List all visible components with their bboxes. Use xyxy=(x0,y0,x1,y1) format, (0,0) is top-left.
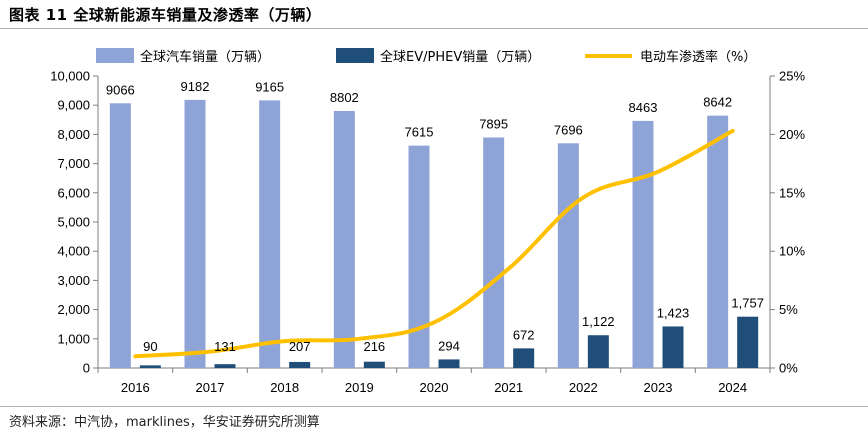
x-tick-label: 2023 xyxy=(644,380,673,395)
left-tick-label: 10,000 xyxy=(50,69,90,84)
ev-sales-label: 1,423 xyxy=(657,305,690,320)
right-tick-label: 20% xyxy=(779,127,805,142)
x-tick-label: 2022 xyxy=(569,380,598,395)
ev-sales-bar xyxy=(737,316,759,368)
ev-sales-label: 207 xyxy=(289,339,311,354)
left-tick-label: 4,000 xyxy=(57,244,90,259)
right-tick-label: 15% xyxy=(779,185,805,200)
total-sales-bar xyxy=(707,115,729,369)
left-tick-label: 1,000 xyxy=(57,331,90,346)
top-rule xyxy=(0,28,868,29)
x-tick-label: 2018 xyxy=(270,380,299,395)
x-tick-label: 2020 xyxy=(420,380,449,395)
ev-sales-label: 216 xyxy=(363,339,385,354)
total-sales-label: 8642 xyxy=(703,95,732,110)
left-tick-label: 8,000 xyxy=(57,127,90,142)
total-sales-label: 7696 xyxy=(554,122,583,137)
ev-sales-bars xyxy=(139,316,759,368)
left-tick-label: 9,000 xyxy=(57,98,90,113)
ev-sales-label: 131 xyxy=(214,339,236,354)
total-sales-bar xyxy=(408,145,430,368)
ev-sales-label: 90 xyxy=(143,339,157,354)
total-sales-label: 8802 xyxy=(330,90,359,105)
left-tick-label: 2,000 xyxy=(57,302,90,317)
total-sales-bars xyxy=(109,99,729,369)
total-sales-label: 9165 xyxy=(255,79,284,94)
total-sales-bar xyxy=(632,120,654,368)
total-sales-bar xyxy=(483,137,505,368)
total-sales-label: 9066 xyxy=(106,82,135,97)
ev-sales-bar xyxy=(587,335,609,368)
ev-sales-label: 294 xyxy=(438,338,460,353)
ev-sales-bar xyxy=(662,326,684,368)
left-tick-label: 7,000 xyxy=(57,156,90,171)
total-sales-label: 7895 xyxy=(479,116,508,131)
ev-sales-bar xyxy=(139,365,161,368)
total-sales-bar xyxy=(557,143,579,368)
ev-sales-bar xyxy=(214,364,236,368)
ev-sales-bar xyxy=(363,361,385,368)
legend-label-total: 全球汽车销量（万辆） xyxy=(140,49,270,65)
right-tick-label: 0% xyxy=(779,361,798,376)
total-sales-bar xyxy=(333,110,355,368)
ev-sales-label: 1,757 xyxy=(731,296,764,311)
total-sales-label: 7615 xyxy=(405,125,434,140)
right-tick-label: 5% xyxy=(779,302,798,317)
x-tick-label: 2019 xyxy=(345,380,374,395)
x-tick-label: 2021 xyxy=(494,380,523,395)
left-tick-label: 6,000 xyxy=(57,185,90,200)
chart: 全球汽车销量（万辆） 全球EV/PHEV销量（万辆） 电动车渗透率（%） 0 1,00… xyxy=(50,48,805,396)
x-tick-label: 2017 xyxy=(196,380,225,395)
penetration-line xyxy=(133,128,735,359)
right-tick-label: 25% xyxy=(779,69,805,84)
legend: 全球汽车销量（万辆） 全球EV/PHEV销量（万辆） 电动车渗透率（%） xyxy=(96,48,756,65)
x-tick-label: 2016 xyxy=(121,380,150,395)
ev-sales-label: 1,122 xyxy=(582,314,615,329)
left-tick-label: 5,000 xyxy=(57,215,90,230)
right-tick-label: 10% xyxy=(779,244,805,259)
data-labels: 9066 9182 9165 8802 7615 7895 7696 8463 8642 90 13… xyxy=(106,79,764,354)
bottom-rule xyxy=(0,406,868,407)
ev-sales-bar xyxy=(289,361,311,368)
left-tick-label: 3,000 xyxy=(57,273,90,288)
figure-source: 资料来源：中汽协，marklines，华安证券研究所测算 xyxy=(9,415,320,430)
total-sales-label: 8463 xyxy=(629,100,658,115)
ev-sales-bar xyxy=(513,348,535,368)
penetration-line-group xyxy=(133,128,735,359)
total-sales-bar xyxy=(259,100,281,368)
left-tick-label: 0 xyxy=(83,361,90,376)
x-tick-label: 2024 xyxy=(718,380,747,395)
legend-swatch-total xyxy=(96,48,134,63)
total-sales-label: 9182 xyxy=(181,79,210,94)
total-sales-bar xyxy=(184,99,206,369)
legend-label-penetration: 电动车渗透率（%） xyxy=(640,49,756,65)
legend-label-ev: 全球EV/PHEV销量（万辆） xyxy=(380,49,540,65)
figure-title: 图表 11 全球新能源车销量及渗透率（万辆） xyxy=(9,6,322,24)
ev-sales-label: 672 xyxy=(513,327,535,342)
legend-swatch-ev xyxy=(336,48,374,63)
total-sales-bar xyxy=(109,103,131,368)
ev-sales-bar xyxy=(438,359,460,368)
axes: 0 1,000 2,000 3,000 4,000 5,000 6,000 7,000 8,00… xyxy=(50,69,805,396)
